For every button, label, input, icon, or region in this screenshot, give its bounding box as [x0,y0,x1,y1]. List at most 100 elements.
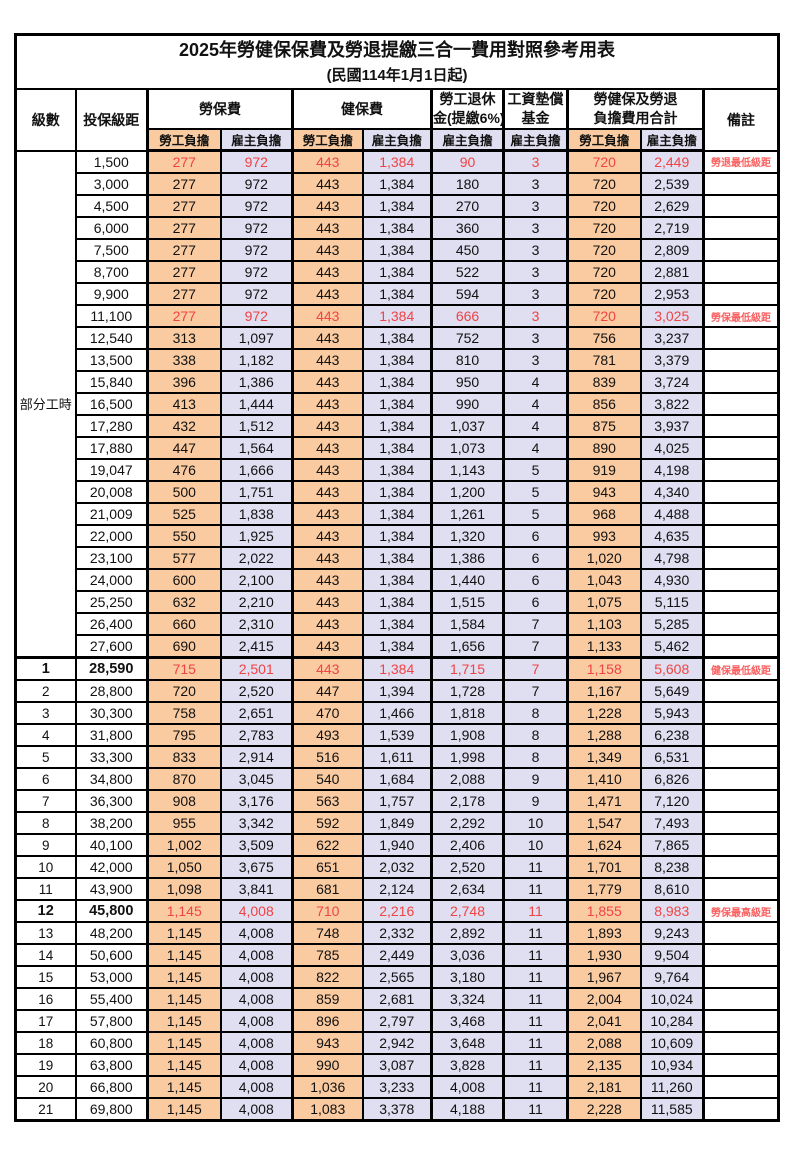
cell-total-employer: 8,610 [639,877,705,901]
table-row: 20,008 500 1,751 443 1,384 1,200 5 943 4,340 [16,480,780,504]
cell-health-employer: 2,124 [361,877,433,901]
cell-labor-employer: 1,512 [219,414,294,438]
table-row: 14 50,600 1,145 4,008 785 2,449 3,036 11 1,930 9,… [14,943,780,967]
wage-fund-header-line2: 基金 [521,110,550,126]
cell-labor-employee: 550 [146,524,222,548]
cell-remark [701,1009,780,1033]
cell-health-employer: 3,378 [361,1097,433,1122]
cell-labor-employer: 972 [219,304,294,328]
table-row: 24,000 600 2,100 443 1,384 1,440 6 1,043 4,930 [16,568,780,592]
cell-health-employer: 2,797 [361,1009,433,1033]
cell-pension-employer: 3,468 [430,1009,505,1033]
cell-total-employee: 890 [566,436,642,460]
table-row: 9 40,100 1,002 3,509 622 1,940 2,406 10 1,624 7,8… [14,833,780,857]
cell-bracket: 17,880 [74,436,149,460]
cell-labor-employer: 2,914 [219,745,294,769]
cell-wage-fund-employer: 8 [502,745,569,769]
cell-wage-fund-employer: 11 [502,877,569,901]
cell-labor-employer: 2,651 [219,701,294,725]
cell-health-employer: 1,384 [361,568,433,592]
cell-bracket: 11,100 [74,304,149,328]
col-header-pension: 勞工退休 金(提繳6%) [430,88,505,130]
cell-health-employer: 1,684 [361,767,433,791]
cell-pension-employer: 2,088 [430,767,505,791]
cell-wage-fund-employer: 3 [502,260,569,284]
cell-wage-fund-employer: 5 [502,458,569,482]
cell-labor-employee: 1,145 [146,965,222,989]
cell-labor-employer: 1,751 [219,480,294,504]
cell-wage-fund-employer: 4 [502,436,569,460]
cell-total-employee: 720 [566,260,642,284]
header-group-row: 級數 投保級距 勞保費 健保費 勞工退休 金(提繳6%) 工資墊償 基金 勞健保… [14,88,780,152]
cell-wage-fund-employer: 3 [502,172,569,196]
cell-wage-fund-employer: 9 [502,789,569,813]
cell-remark [701,921,780,945]
cell-level: 6 [14,767,77,791]
cell-level: 20 [14,1075,77,1099]
cell-health-employer: 1,384 [361,348,433,372]
cell-health-employee: 443 [291,216,364,240]
cell-total-employee: 1,547 [566,811,642,835]
cell-wage-fund-employer: 11 [502,921,569,945]
table-row: 6 34,800 870 3,045 540 1,684 2,088 9 1,410 6,826 [14,767,780,791]
cell-pension-employer: 1,143 [430,458,505,482]
cell-total-employer: 6,826 [639,767,705,791]
cell-remark [701,833,780,857]
cell-health-employer: 1,384 [361,194,433,218]
cell-total-employer: 3,724 [639,370,705,394]
cell-health-employee: 748 [291,921,364,945]
cell-total-employer: 2,953 [639,282,705,306]
cell-health-employer: 1,611 [361,745,433,769]
cell-bracket: 48,200 [74,921,149,945]
cell-wage-fund-employer: 7 [502,634,569,659]
table-row: 11 43,900 1,098 3,841 681 2,124 2,634 11 1,779 8,… [14,877,780,901]
cell-labor-employee: 447 [146,436,222,460]
cell-pension-employer: 594 [430,282,505,306]
cell-remark [701,546,780,570]
cell-pension-employer: 1,320 [430,524,505,548]
cell-total-employer: 3,379 [639,348,705,372]
table-row: 16 55,400 1,145 4,008 859 2,681 3,324 11 2,004 10… [14,987,780,1011]
cell-level: 15 [14,965,77,989]
cell-wage-fund-employer: 11 [502,1075,569,1099]
cell-total-employee: 2,041 [566,1009,642,1033]
cell-remark [701,612,780,636]
cell-health-employee: 443 [291,149,364,174]
cell-pension-employer: 2,520 [430,855,505,879]
cell-pension-employer: 4,008 [430,1075,505,1099]
cell-total-employer: 8,238 [639,855,705,879]
cell-labor-employer: 1,182 [219,348,294,372]
cell-labor-employer: 4,008 [219,899,294,923]
table-row: 17,280 432 1,512 443 1,384 1,037 4 875 3,937 [16,414,780,438]
cell-bracket: 55,400 [74,987,149,1011]
cell-total-employee: 720 [566,149,642,174]
cell-labor-employer: 4,008 [219,1031,294,1055]
cell-pension-employer: 1,728 [430,679,505,703]
cell-labor-employer: 3,675 [219,855,294,879]
cell-bracket: 31,800 [74,723,149,747]
cell-bracket: 8,700 [74,260,149,284]
cell-labor-employer: 4,008 [219,943,294,967]
cell-health-employer: 1,384 [361,656,433,681]
cell-pension-employer: 1,200 [430,480,505,504]
cell-wage-fund-employer: 11 [502,1053,569,1077]
table-row: 部分工時 1,500 277 972 443 1,384 90 3 720 2,449 勞退最低級距 [14,149,780,659]
cell-total-employer: 6,238 [639,723,705,747]
cell-total-employee: 1,158 [566,656,642,681]
cell-total-employee: 1,020 [566,546,642,570]
cell-labor-employer: 3,045 [219,767,294,791]
cell-health-employer: 1,384 [361,414,433,438]
subheader-health-employer: 雇主負擔 [361,128,433,152]
cell-health-employee: 443 [291,194,364,218]
cell-bracket: 24,000 [74,568,149,592]
cell-total-employee: 2,135 [566,1053,642,1077]
cell-health-employee: 443 [291,348,364,372]
cell-pension-employer: 3,828 [430,1053,505,1077]
cell-pension-employer: 990 [430,392,505,416]
cell-bracket: 33,300 [74,745,149,769]
cell-pension-employer: 1,261 [430,502,505,526]
col-header-labor-insurance: 勞保費 [146,88,294,130]
cell-remark [701,1075,780,1099]
cell-labor-employee: 500 [146,480,222,504]
col-header-bracket: 投保級距 [74,88,149,152]
